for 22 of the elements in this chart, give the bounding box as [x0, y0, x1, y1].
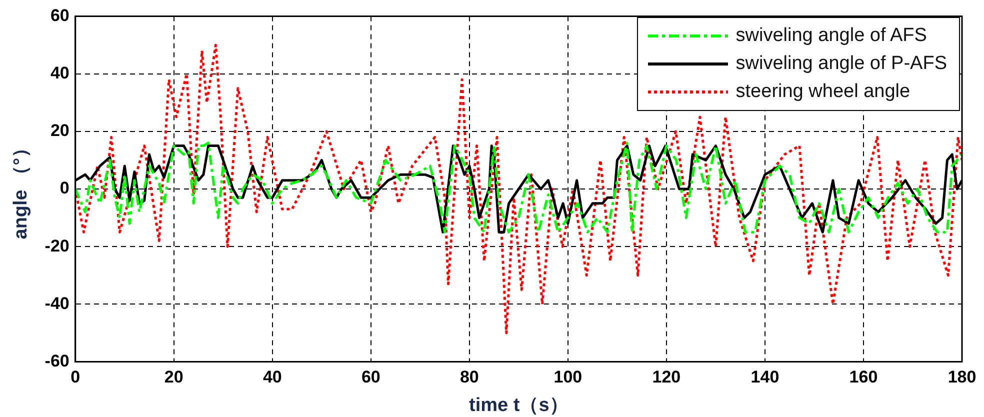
y-tick-label: -40	[44, 294, 70, 313]
x-tick-label: 160	[849, 368, 878, 387]
y-tick-label: 20	[50, 121, 70, 140]
line-series	[75, 44, 962, 334]
x-tick-label: 140	[750, 368, 780, 387]
y-tick-label: 40	[50, 63, 70, 82]
y-tick-label: -20	[44, 236, 70, 256]
x-tick-label: 100	[554, 368, 582, 387]
legend-label: swiveling angle of AFS	[736, 25, 927, 47]
y-tick-label: 60	[50, 6, 70, 25]
y-axis-title: angle （°）	[10, 138, 32, 240]
x-tick-label: 20	[164, 368, 184, 387]
x-axis-title: time t（s）	[469, 394, 568, 416]
x-tick-label: 80	[460, 368, 479, 387]
y-tick-label: -60	[44, 351, 70, 370]
x-tick-label: 120	[652, 368, 681, 387]
x-tick-label: 60	[361, 368, 380, 387]
x-tick-label: 180	[948, 368, 976, 387]
x-tick-label: 40	[262, 368, 282, 387]
y-tick-label: 0	[60, 178, 70, 198]
legend-label: steering wheel angle	[736, 81, 910, 103]
legend-label: swiveling angle of P-AFS	[736, 53, 947, 75]
